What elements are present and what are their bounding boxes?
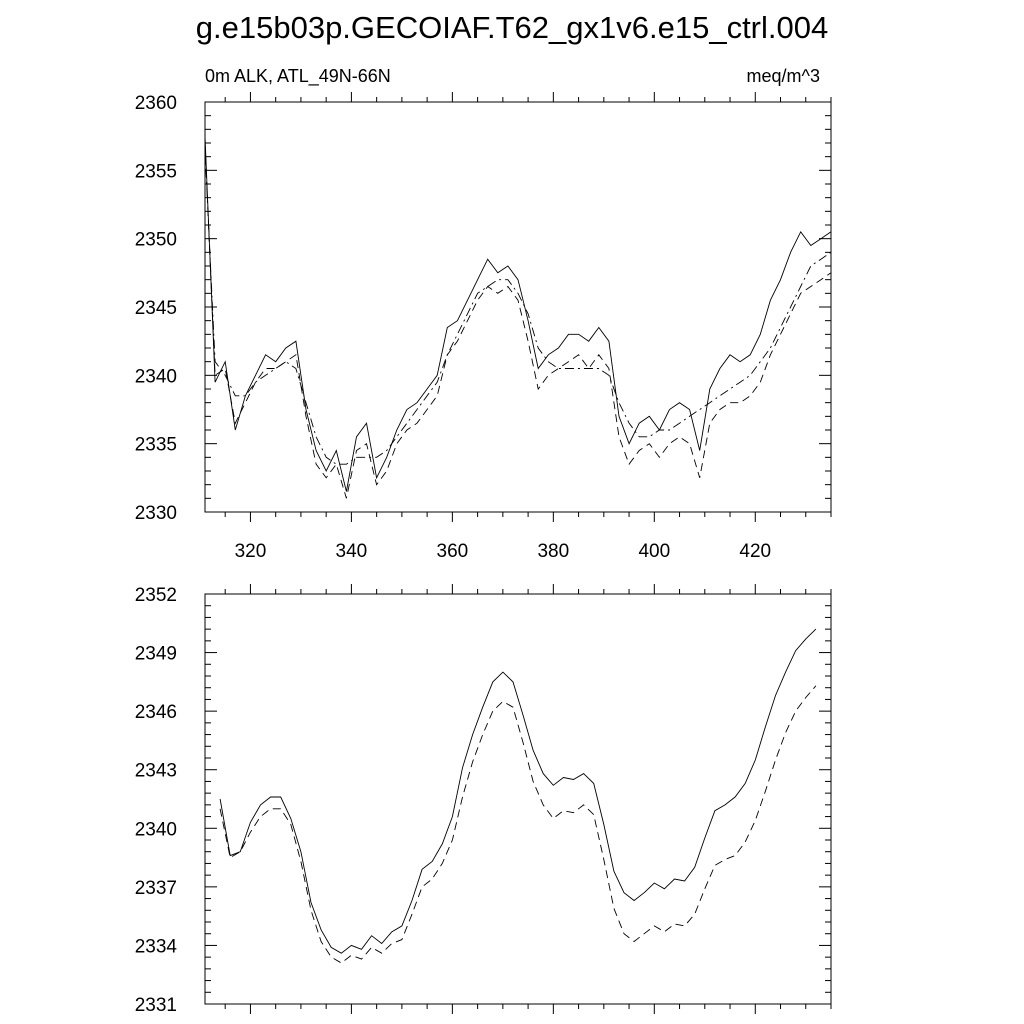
top-y-tick-label: 2360 (135, 93, 177, 114)
top-subtitle-left: 0m ALK, ATL_49N-66N (205, 66, 391, 87)
top-y-tick-label: 2340 (135, 366, 177, 387)
bottom-plot-frame (204, 593, 832, 1005)
top-y-tick-label: 2355 (135, 161, 177, 182)
top-series (204, 136, 832, 499)
top-x-tick-label: 320 (235, 541, 267, 562)
top-series-dashdot-line (204, 149, 832, 465)
bottom-y-tick-label: 2334 (135, 936, 178, 957)
top-ticks: 320 340 360 380 400 420 2330 2335 2340 2345 2350 23… (135, 92, 832, 562)
panel-top: 0m ALK, ATL_49N-66N meq/m^3 320 340 360 380… (135, 66, 832, 562)
top-x-tick-label: 380 (537, 541, 569, 562)
top-y-tick-label: 2345 (135, 298, 177, 319)
top-y-tick-label: 2330 (135, 503, 177, 524)
bottom-y-tick-label: 2340 (135, 819, 177, 840)
top-plot-frame (204, 101, 832, 513)
bottom-y-tick-label: 2346 (135, 702, 177, 723)
top-series-solid-line (204, 136, 832, 492)
bottom-y-tick-label: 2331 (135, 995, 177, 1016)
bottom-y-tick-label: 2352 (135, 585, 177, 606)
bottom-y-tick-label: 2337 (135, 878, 177, 899)
top-x-tick-label: 400 (638, 541, 670, 562)
top-y-tick-label: 2350 (135, 230, 177, 251)
chart-title: g.e15b03p.GECOIAF.T62_gx1v6.e15_ctrl.004 (196, 10, 828, 45)
top-x-tick-label: 360 (437, 541, 469, 562)
bottom-y-tick-label: 2343 (135, 761, 177, 782)
top-x-tick-label: 420 (739, 541, 771, 562)
bottom-series-solid-line (219, 628, 817, 954)
top-x-tick-label: 340 (336, 541, 368, 562)
panel-bottom: 2331 2334 2337 2340 2343 2346 2349 2352 (135, 584, 832, 1016)
top-series-dashed-line (204, 142, 832, 499)
bottom-series-dashed-line (219, 685, 817, 964)
top-subtitle-right: meq/m^3 (747, 66, 820, 86)
top-y-tick-label: 2335 (135, 435, 177, 456)
bottom-y-tick-label: 2349 (135, 644, 177, 665)
bottom-series (219, 628, 817, 964)
bottom-ticks: 2331 2334 2337 2340 2343 2346 2349 2352 (135, 584, 832, 1016)
